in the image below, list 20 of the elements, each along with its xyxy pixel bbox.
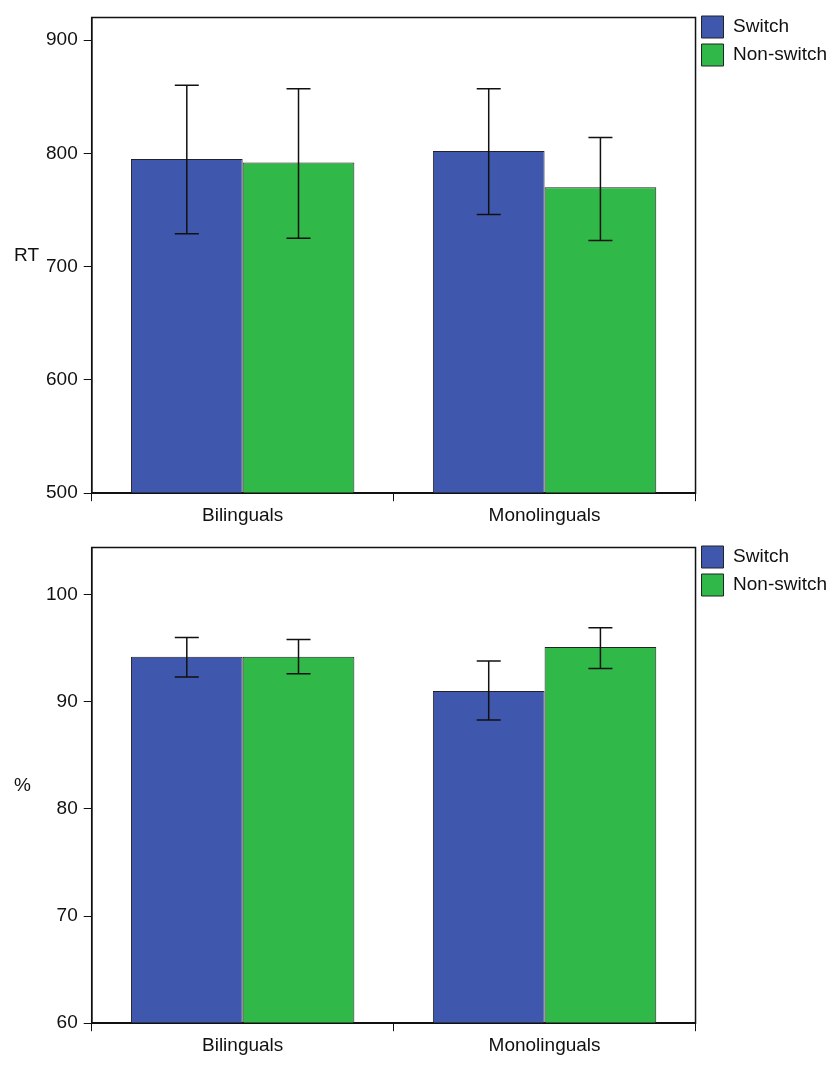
y-axis-title: %	[14, 773, 31, 795]
legend-label: Switch	[733, 15, 789, 37]
y-tick-label: 600	[46, 368, 78, 390]
y-axis-title: RT	[14, 243, 40, 265]
x-tick-label: Bilinguals	[201, 1033, 284, 1055]
y-tick-label: 60	[56, 1011, 78, 1033]
y-tick-label: 500	[46, 481, 78, 503]
y-tick-label: 800	[46, 141, 78, 163]
x-tick-label: Bilinguals	[201, 503, 284, 525]
legend-label: Non-switch	[733, 43, 828, 65]
y-tick-label: 80	[56, 797, 78, 819]
y-tick-label: 90	[56, 689, 78, 711]
y-tick-label: 700	[46, 254, 78, 276]
x-tick-label: Monolinguals	[488, 503, 601, 525]
y-tick-label: 100	[46, 582, 78, 604]
x-tick-label: Monolinguals	[488, 1033, 601, 1055]
y-tick-label: 900	[46, 28, 78, 50]
legend-label: Non-switch	[733, 573, 828, 595]
y-tick-label: 70	[56, 904, 78, 926]
legend-label: Switch	[733, 545, 789, 567]
